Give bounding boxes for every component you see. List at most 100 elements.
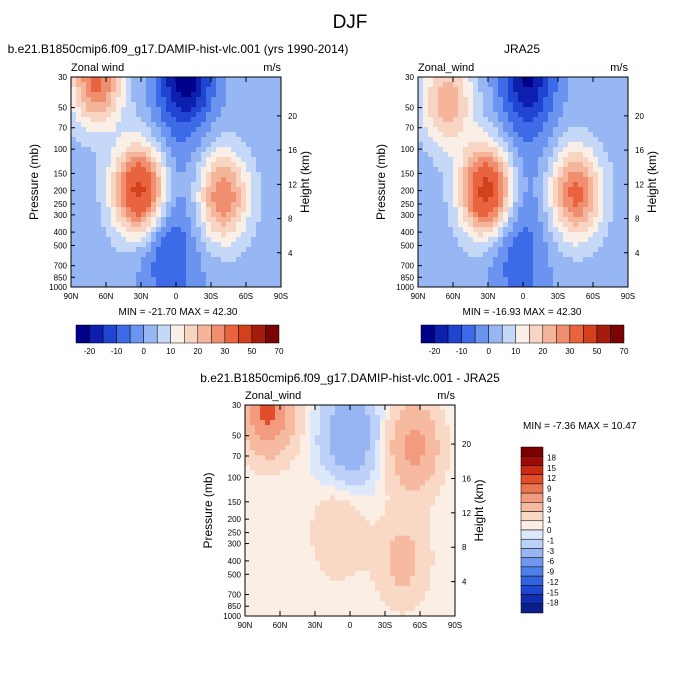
heatmap-cell (290, 565, 296, 572)
heatmap-cell (588, 77, 594, 83)
heatmap-cell (255, 460, 261, 466)
heatmap-cell (478, 222, 484, 228)
heatmap-cell (603, 192, 609, 198)
heatmap-cell (271, 182, 277, 188)
heatmap-cell (325, 570, 331, 577)
heatmap-cell (360, 425, 366, 431)
heatmap-cell (468, 152, 474, 158)
heatmap-cell (498, 102, 504, 108)
heatmap-cell (370, 520, 376, 527)
heatmap-cell (310, 525, 316, 532)
heatmap-cell (458, 252, 464, 258)
heatmap-cell (206, 197, 212, 203)
heatmap-cell (448, 167, 454, 173)
y-tick-label: 400 (54, 228, 68, 237)
heatmap-cell (473, 272, 479, 278)
heatmap-cell (498, 82, 504, 88)
heatmap-cell (523, 237, 529, 243)
heatmap-cell (503, 167, 509, 173)
heatmap-cell (508, 272, 514, 278)
heatmap-cell (543, 77, 549, 83)
heatmap-cell (548, 197, 554, 203)
heatmap-cell (231, 137, 237, 143)
heatmap-cell (498, 162, 504, 168)
heatmap-cell (295, 450, 301, 456)
heatmap-cell (76, 212, 82, 218)
heatmap-cell (231, 212, 237, 218)
heatmap-cell (573, 257, 579, 263)
heatmap-cell (251, 112, 257, 118)
heatmap-cell (350, 465, 356, 471)
heatmap-cell (231, 92, 237, 98)
heatmap-cell (271, 157, 277, 163)
colorbar-label: 0 (141, 347, 146, 356)
heatmap-cell (463, 167, 469, 173)
heatmap-cell (598, 207, 604, 213)
heatmap-cell (380, 520, 386, 527)
heatmap-cell (111, 167, 117, 173)
heatmap-cell (340, 425, 346, 431)
heatmap-cell (548, 277, 554, 283)
heatmap-cell (71, 277, 77, 283)
heatmap-cell (423, 247, 429, 253)
heatmap-cell (335, 500, 341, 507)
heatmap-cell (365, 585, 371, 592)
heatmap-cell (458, 257, 464, 263)
heatmap-cell (433, 242, 439, 248)
heatmap-cell (91, 182, 97, 188)
heatmap-cell (623, 112, 628, 118)
heatmap-cell (563, 87, 569, 93)
heatmap-cell (310, 530, 316, 537)
heatmap-cell (598, 197, 604, 203)
heatmap-cell (350, 455, 356, 461)
heatmap-cell (433, 272, 439, 278)
heatmap-cell (593, 182, 599, 188)
heatmap-cell (508, 177, 514, 183)
heatmap-cell (380, 490, 386, 497)
heatmap-cell (533, 167, 539, 173)
heatmap-cell (438, 222, 444, 228)
heatmap-cell (340, 490, 346, 497)
heatmap-cell (583, 87, 589, 93)
heatmap-cell (111, 187, 117, 193)
heatmap-cell (365, 565, 371, 572)
heatmap-cell (176, 162, 182, 168)
heatmap-cell (131, 117, 137, 123)
heatmap-cell (206, 257, 212, 263)
heatmap-cell (563, 97, 569, 103)
heatmap-cell (538, 282, 544, 287)
heatmap-cell (488, 107, 494, 113)
heatmap-cell (330, 530, 336, 537)
heatmap-cell (71, 92, 77, 98)
heatmap-cell (533, 237, 539, 243)
heatmap-cell (418, 247, 424, 253)
heatmap-cell (473, 97, 479, 103)
heatmap-cell (325, 480, 331, 486)
heatmap-cell (96, 92, 102, 98)
heatmap-cell (131, 217, 137, 223)
heatmap-cell (310, 600, 316, 607)
colorbar-box (610, 324, 625, 344)
heatmap-cell (111, 242, 117, 248)
heatmap-cell (340, 415, 346, 421)
heatmap-cell (573, 167, 579, 173)
heatmap-cell (131, 192, 137, 198)
heatmap-cell (423, 187, 429, 193)
heatmap-cell (593, 162, 599, 168)
heatmap-cell (141, 177, 147, 183)
heatmap-cell (86, 242, 92, 248)
heatmap-cell (211, 172, 217, 178)
heatmap-cell (458, 102, 464, 108)
heatmap-cell (438, 227, 444, 233)
heatmap-cell (478, 157, 484, 163)
heatmap-cell (558, 212, 564, 218)
heatmap-cell (191, 237, 197, 243)
heatmap-cell (345, 570, 351, 577)
heatmap-cell (295, 505, 301, 512)
heatmap-cell (433, 132, 439, 138)
colorbar-label: -10 (111, 347, 123, 356)
heatmap-cell (533, 77, 539, 83)
heatmap-cell (613, 207, 619, 213)
heatmap-cell (151, 212, 157, 218)
heatmap-cell (216, 132, 222, 138)
